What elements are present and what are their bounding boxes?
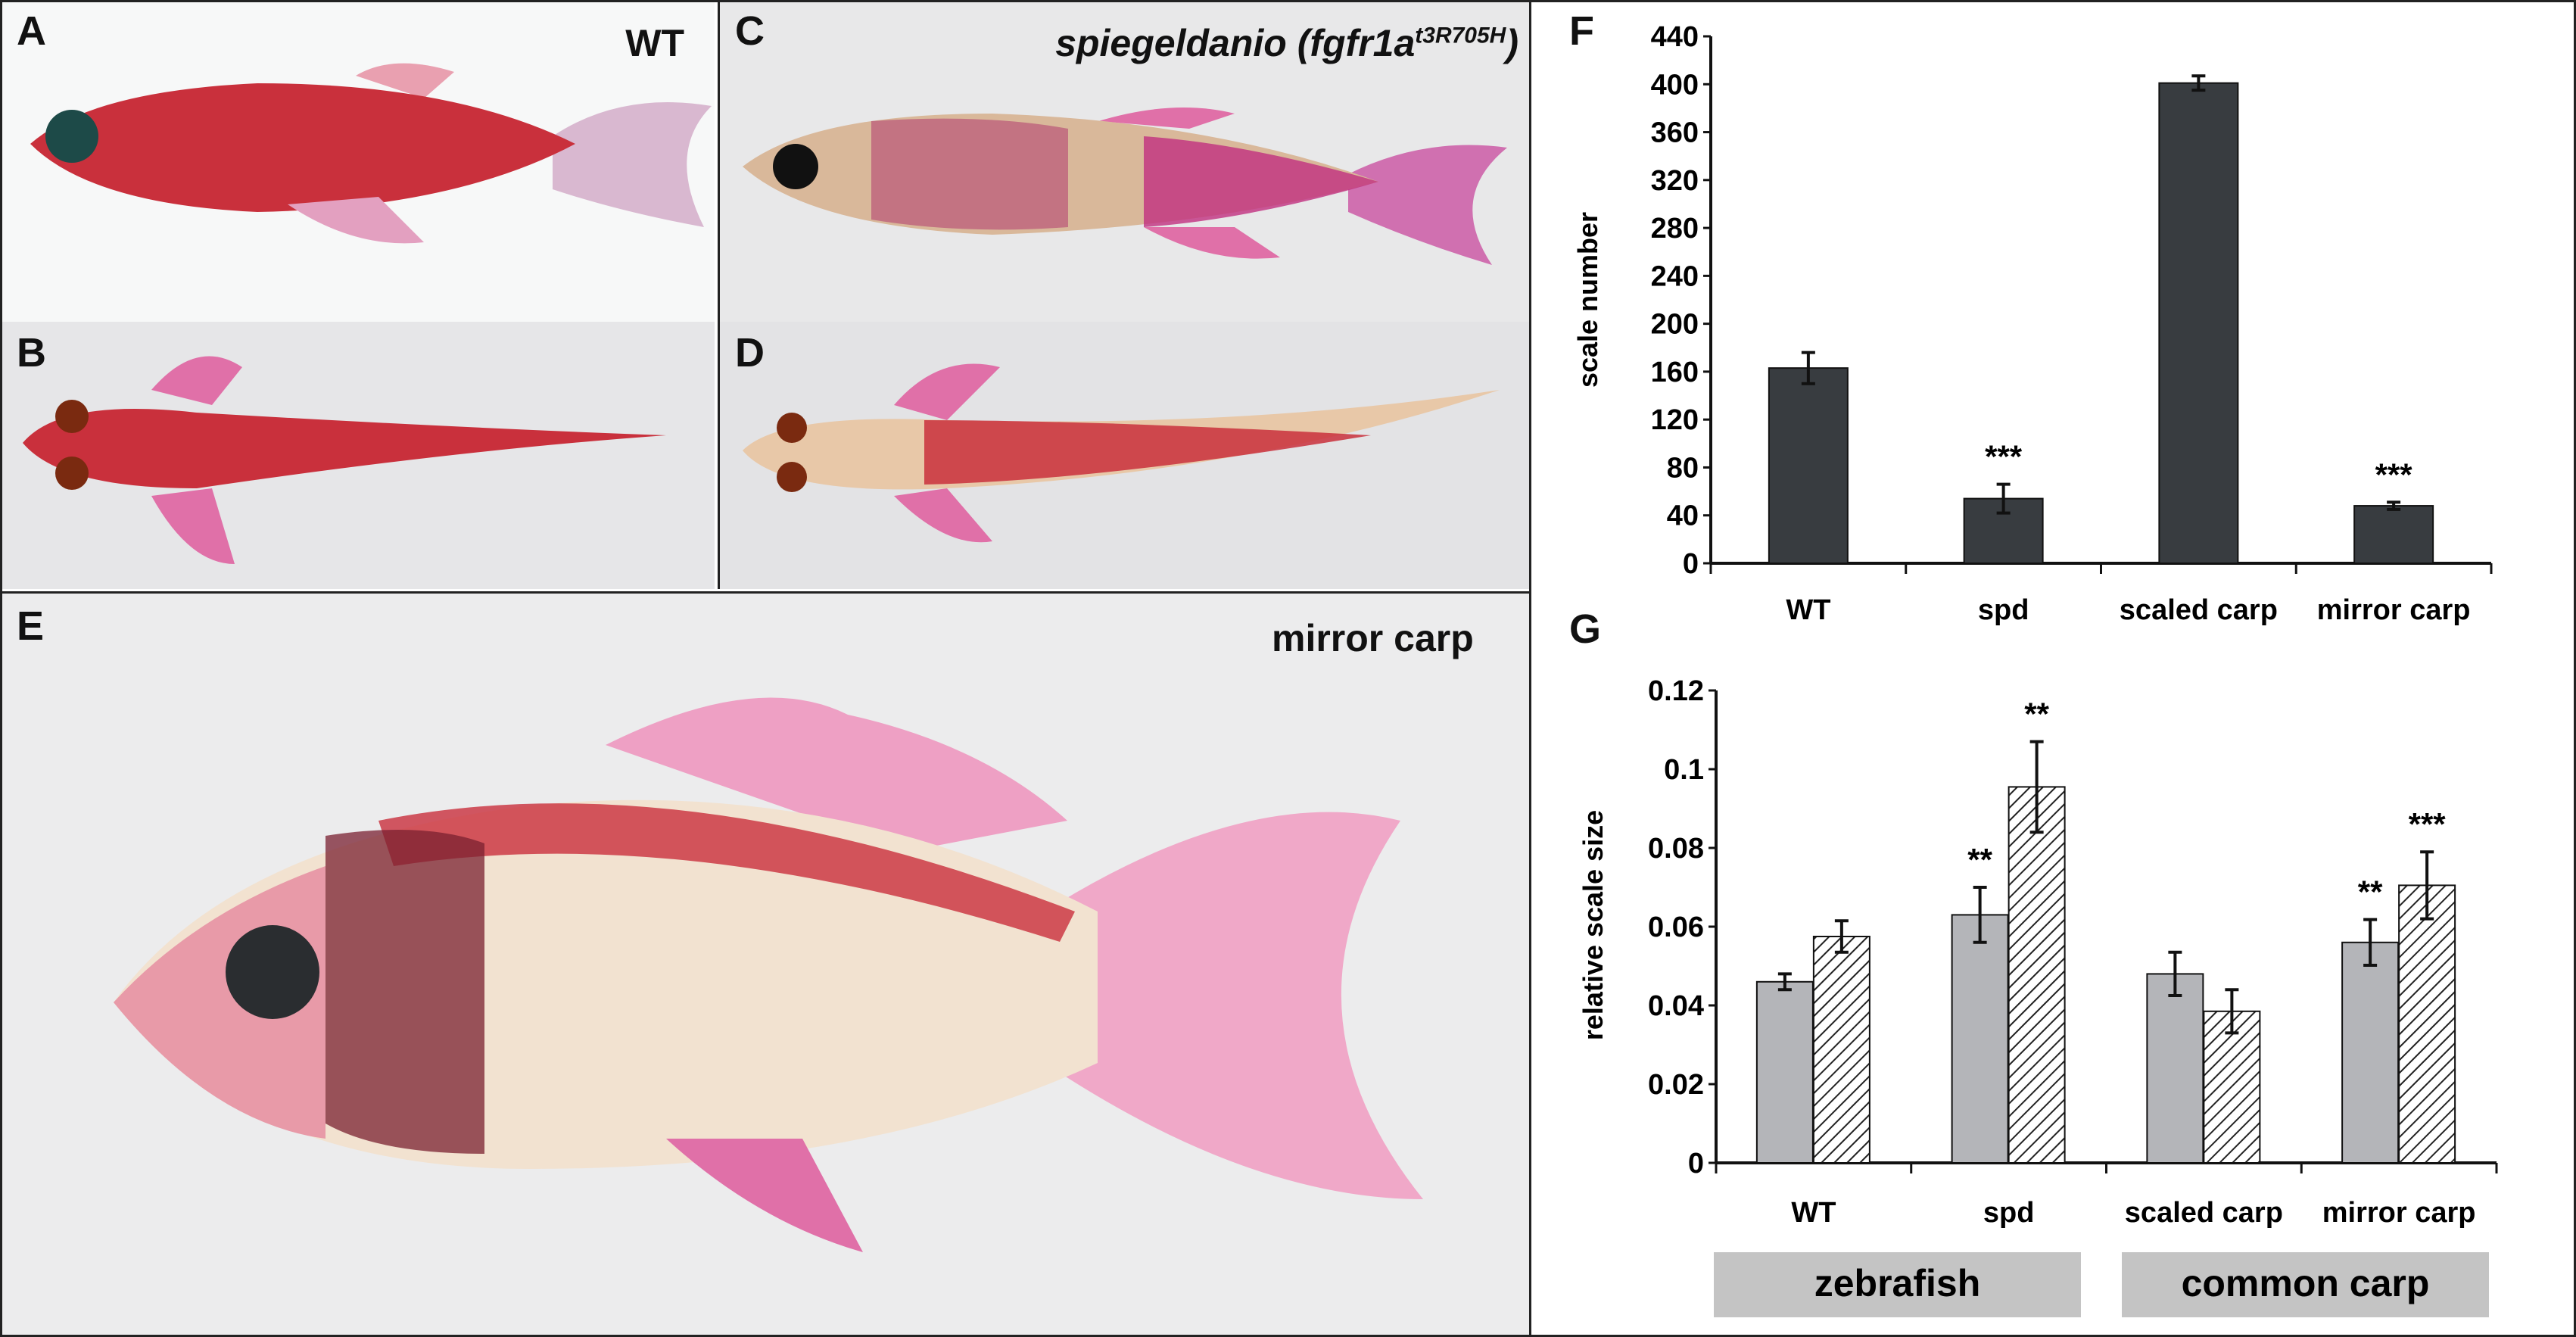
g-group-box-zebrafish	[1714, 1252, 2081, 1317]
panel-title-spiegeldanio: spiegeldanio (fgfr1at3R705H)	[1055, 22, 1519, 64]
g-bar-solid-spd	[1951, 914, 2009, 1164]
g-x-tick-label: scaled carp	[2125, 1197, 2283, 1229]
wt-fish-lateral-photo	[30, 63, 712, 244]
f-y-tick-label: 360	[1651, 117, 1699, 149]
g-bar-hatched-spd	[2008, 786, 2066, 1164]
g-y-tick-label: 0	[1688, 1148, 1704, 1180]
g-group-box-common-carp	[2122, 1252, 2489, 1317]
g-x-tick-label: mirror carp	[2322, 1197, 2476, 1229]
f-y-tick-label: 120	[1651, 404, 1699, 436]
f-y-tick-label: 400	[1651, 69, 1699, 101]
f-x-tick-label: scaled carp	[2120, 594, 2278, 626]
panel-a-wt-lateral: A WT	[0, 0, 715, 322]
g-y-tick-label: 0.02	[1648, 1069, 1704, 1101]
g-significance-label: **	[2358, 874, 2383, 910]
g-x-tick-label: spd	[1983, 1197, 2035, 1229]
f-x-tick-label: mirror carp	[2317, 594, 2471, 626]
title-allele: t3R705H	[1415, 23, 1506, 48]
f-bar-WT	[1768, 367, 1849, 564]
panel-letter-e: E	[17, 603, 45, 649]
f-y-tick-label: 160	[1651, 357, 1699, 388]
panel-letter-a: A	[17, 8, 46, 54]
g-bar-hatched-WT	[1812, 936, 1870, 1164]
panel-b-wt-dorsal: B	[0, 322, 715, 589]
panel-charts: F G 0 40 80 120 160 200 240 280 320 360 400 440 scal…	[1529, 0, 2576, 1337]
panel-letter-b: B	[17, 330, 46, 376]
panel-title-wt: WT	[625, 22, 684, 64]
g-x-tick-label: WT	[1791, 1197, 1836, 1229]
g-significance-label: ***	[2409, 806, 2447, 842]
f-x-tick-label: WT	[1786, 594, 1830, 626]
g-group-label: common carp	[2182, 1262, 2430, 1304]
g-y-tick-label: 0.12	[1648, 675, 1704, 707]
panel-e-mirror-carp: E mirror carp	[0, 591, 1529, 1337]
mirror-carp-photo	[114, 697, 1423, 1252]
f-y-tick-label: 80	[1667, 452, 1699, 484]
spd-fish-lateral-photo	[743, 108, 1507, 265]
f-y-tick-label: 40	[1667, 500, 1699, 532]
g-y-tick-label: 0.08	[1648, 833, 1704, 865]
g-y-tick-label: 0.04	[1648, 990, 1704, 1022]
f-y-tick-label: 280	[1651, 213, 1699, 245]
g-y-tick-label: 0.06	[1648, 912, 1704, 943]
panel-letter-g: G	[1569, 606, 1602, 652]
g-significance-label: **	[1967, 842, 1992, 877]
f-bar-mirror-carp	[2353, 505, 2434, 565]
panel-letter-c: C	[735, 8, 765, 54]
g-y-axis-title: relative scale size	[1578, 810, 1609, 1040]
spd-fish-dorsal-photo	[743, 363, 1500, 543]
g-bar-hatched-scaled-carp	[2203, 1010, 2261, 1164]
title-gene: fgfr1a	[1310, 22, 1416, 64]
panel-c-spd-lateral: C spiegeldanio (fgfr1at3R705H)	[718, 0, 1529, 322]
f-y-tick-label: 200	[1651, 309, 1699, 341]
charts-svg: 0 40 80 120 160 200 240 280 320 360 400 440 scale nu…	[1572, 21, 2498, 1317]
g-significance-label: **	[2024, 697, 2049, 732]
panel-d-spd-dorsal: D	[718, 322, 1529, 589]
g-bar-hatched-mirror-carp	[2398, 884, 2456, 1164]
panel-letter-d: D	[735, 330, 765, 376]
f-significance-label: ***	[2375, 457, 2413, 492]
f-y-axis-title: scale number	[1572, 212, 1603, 388]
panel-letter-f: F	[1569, 8, 1594, 54]
f-x-tick-label: spd	[1978, 594, 2029, 626]
g-y-tick-label: 0.1	[1664, 754, 1704, 786]
g-group-label: zebrafish	[1814, 1262, 1981, 1304]
f-y-tick-label: 320	[1651, 165, 1699, 197]
f-y-tick-label: 440	[1651, 21, 1699, 53]
f-y-tick-label: 0	[1683, 548, 1699, 580]
f-y-tick-label: 240	[1651, 260, 1699, 292]
title-spiegeldanio: spiegeldanio	[1055, 22, 1287, 64]
panel-title-mirror-carp: mirror carp	[1272, 617, 1474, 659]
wt-fish-dorsal-photo	[23, 356, 666, 564]
f-significance-label: ***	[1985, 439, 2023, 475]
